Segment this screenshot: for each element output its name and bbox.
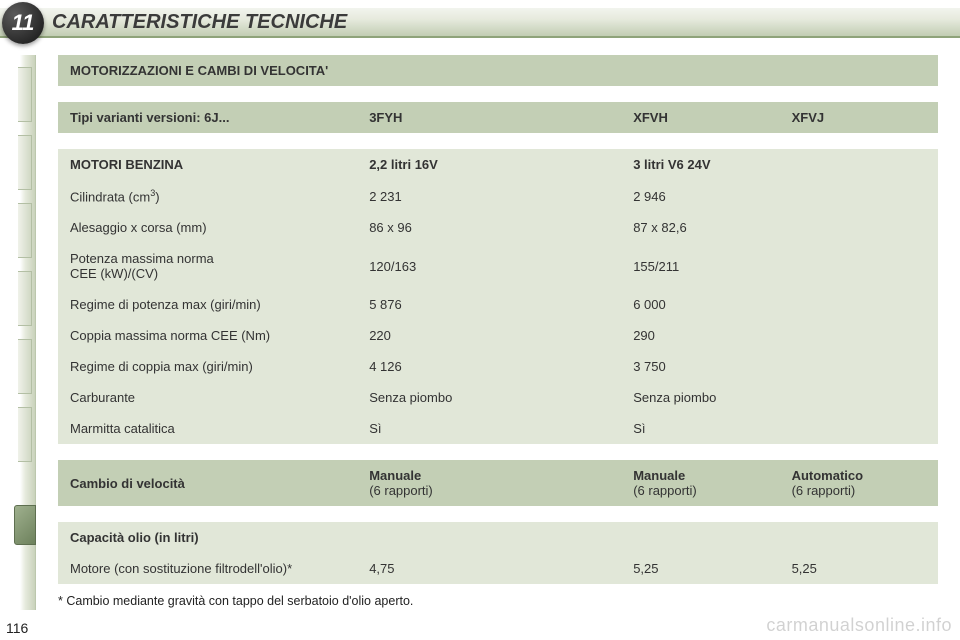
cell-bc: 3 750 — [621, 351, 938, 382]
cambio-a: Manuale(6 rapporti) — [357, 460, 621, 506]
table-title: MOTORIZZAZIONI E CAMBI DI VELOCITA' — [58, 55, 938, 86]
left-rail — [20, 55, 36, 610]
rail-tab — [18, 339, 32, 394]
motori-bc: 3 litri V6 24V — [621, 149, 938, 180]
table-row: Marmitta cataliticaSìSì — [58, 413, 938, 444]
footnote: * Cambio mediante gravità con tappo del … — [58, 594, 938, 608]
table-row: Potenza massima normaCEE (kW)/(CV)120/16… — [58, 243, 938, 289]
variant-c: XFVJ — [780, 102, 938, 133]
table-row: Coppia massima norma CEE (Nm)220290 — [58, 320, 938, 351]
row-label: Carburante — [58, 382, 357, 413]
motori-label: MOTORI BENZINA — [58, 149, 357, 180]
row-label: Coppia massima norma CEE (Nm) — [58, 320, 357, 351]
table-row: Cilindrata (cm3)2 2312 946 — [58, 180, 938, 212]
variant-a: 3FYH — [357, 102, 621, 133]
cell-a: 120/163 — [357, 243, 621, 289]
cell-a: 220 — [357, 320, 621, 351]
content-area: MOTORIZZAZIONI E CAMBI DI VELOCITA' Tipi… — [58, 55, 938, 608]
table-row: Regime di coppia max (giri/min)4 1263 75… — [58, 351, 938, 382]
capacity-c: 5,25 — [780, 553, 938, 584]
rail-tab — [18, 67, 32, 122]
row-label: Regime di coppia max (giri/min) — [58, 351, 357, 382]
cambio-label: Cambio di velocità — [58, 460, 357, 506]
cell-a: Senza piombo — [357, 382, 621, 413]
cell-bc: Senza piombo — [621, 382, 938, 413]
rail-tab — [18, 271, 32, 326]
cell-a: 86 x 96 — [357, 212, 621, 243]
cell-bc: Sì — [621, 413, 938, 444]
rail-tab-active — [14, 505, 36, 545]
cell-a: 2 231 — [357, 180, 621, 212]
capacity-header-row: Capacità olio (in litri) — [58, 522, 938, 553]
motori-row: MOTORI BENZINA 2,2 litri 16V 3 litri V6 … — [58, 149, 938, 180]
cambio-row: Cambio di velocità Manuale(6 rapporti) M… — [58, 460, 938, 506]
row-label: Regime di potenza max (giri/min) — [58, 289, 357, 320]
table-row: Alesaggio x corsa (mm)86 x 9687 x 82,6 — [58, 212, 938, 243]
table-title-row: MOTORIZZAZIONI E CAMBI DI VELOCITA' — [58, 55, 938, 86]
watermark: carmanualsonline.info — [766, 615, 952, 636]
cell-bc: 2 946 — [621, 180, 938, 212]
cell-bc: 155/211 — [621, 243, 938, 289]
page-title: CARATTERISTICHE TECNICHE — [52, 11, 347, 34]
cell-a: Sì — [357, 413, 621, 444]
row-label: Cilindrata (cm3) — [58, 180, 357, 212]
page-number: 116 — [6, 620, 28, 636]
rail-tab — [18, 203, 32, 258]
variant-b: XFVH — [621, 102, 779, 133]
cambio-b: Manuale(6 rapporti) — [621, 460, 779, 506]
capacity-label: Capacità olio (in litri) — [58, 522, 357, 553]
cell-bc: 6 000 — [621, 289, 938, 320]
table-row: CarburanteSenza piomboSenza piombo — [58, 382, 938, 413]
capacity-row: Motore (con sostituzione filtrodell'olio… — [58, 553, 938, 584]
capacity-a: 4,75 — [357, 553, 621, 584]
row-label: Potenza massima normaCEE (kW)/(CV) — [58, 243, 357, 289]
rail-tab — [18, 407, 32, 462]
section-number: 11 — [2, 2, 44, 44]
variants-row: Tipi varianti versioni: 6J... 3FYH XFVH … — [58, 102, 938, 133]
cell-a: 4 126 — [357, 351, 621, 382]
row-label: Marmitta catalitica — [58, 413, 357, 444]
rail-tab — [18, 135, 32, 190]
variants-label: Tipi varianti versioni: 6J... — [58, 102, 357, 133]
spec-table: MOTORIZZAZIONI E CAMBI DI VELOCITA' Tipi… — [58, 55, 938, 584]
cambio-c: Automatico(6 rapporti) — [780, 460, 938, 506]
cell-bc: 290 — [621, 320, 938, 351]
capacity-b: 5,25 — [621, 553, 779, 584]
section-badge: 11 — [2, 2, 44, 44]
row-label: Alesaggio x corsa (mm) — [58, 212, 357, 243]
motori-a: 2,2 litri 16V — [357, 149, 621, 180]
capacity-row-label: Motore (con sostituzione filtrodell'olio… — [58, 553, 357, 584]
cell-a: 5 876 — [357, 289, 621, 320]
header-bar: CARATTERISTICHE TECNICHE — [0, 8, 960, 38]
cell-bc: 87 x 82,6 — [621, 212, 938, 243]
table-row: Regime di potenza max (giri/min)5 8766 0… — [58, 289, 938, 320]
